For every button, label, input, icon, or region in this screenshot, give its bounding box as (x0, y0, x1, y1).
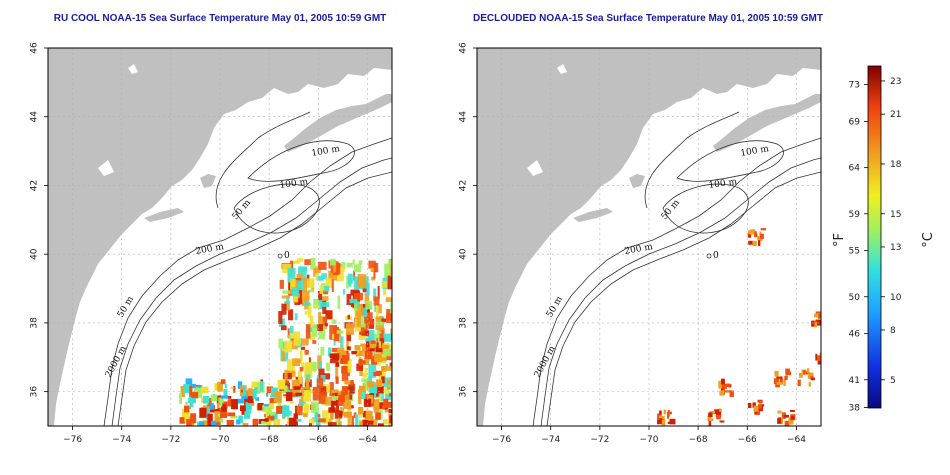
left-map-title: RU COOL NOAA-15 Sea Surface Temperature … (54, 13, 387, 24)
lat-tick-label: 38 (30, 317, 40, 329)
right-axis-ticks: −76 −74 −72 −70 −68 −66 −64 36 38 40 42 44 46 (459, 42, 807, 445)
lon-tick-label: −66 (309, 435, 328, 445)
fahrenheit-tick: 38 (849, 403, 861, 413)
lat-tick-label: 42 (459, 180, 469, 191)
lat-tick-label: 40 (30, 248, 40, 260)
celsius-tick: 5 (890, 376, 896, 386)
celsius-tick: 10 (890, 293, 902, 303)
contour-label: 200 m (195, 242, 225, 257)
lon-tick-label: −72 (590, 435, 609, 445)
lon-tick-label: −64 (358, 435, 377, 445)
celsius-tick: 23 (890, 77, 901, 87)
lon-tick-label: −68 (260, 435, 279, 445)
celsius-tick: 15 (890, 210, 901, 220)
temperature-colorbar: 73 69 64 59 55 50 46 41 38 23 21 18 15 13 10 8 5 °F °C (832, 65, 936, 413)
celsius-unit-label: °C (921, 232, 936, 248)
left-sst-pixels (48, 111, 392, 426)
fahrenheit-tick: 73 (849, 81, 860, 91)
lat-tick-label: 36 (30, 386, 40, 398)
lon-tick-label: −76 (492, 435, 511, 445)
contour-label: 100 m (740, 144, 770, 159)
left-map-panel: RU COOL NOAA-15 Sea Surface Temperature … (30, 13, 393, 445)
fahrenheit-tick: 50 (849, 293, 861, 303)
fahrenheit-unit-label: °F (832, 233, 847, 247)
lat-tick-label: 44 (30, 111, 40, 123)
lat-tick-label: 46 (30, 42, 40, 54)
fahrenheit-tick: 41 (849, 376, 860, 386)
lon-tick-label: −64 (787, 435, 806, 445)
contour-label: 100 m (311, 144, 341, 159)
lat-tick-label: 38 (459, 317, 469, 329)
fahrenheit-tick-labels: 73 69 64 59 55 50 46 41 38 (849, 81, 868, 413)
fahrenheit-tick: 46 (849, 330, 861, 340)
celsius-tick: 21 (890, 110, 901, 120)
celsius-tick: 13 (890, 243, 901, 253)
celsius-tick-labels: 23 21 18 15 13 10 8 5 (881, 77, 902, 386)
fahrenheit-tick: 55 (849, 247, 860, 257)
lon-tick-label: −66 (738, 435, 757, 445)
fahrenheit-tick: 64 (849, 164, 861, 174)
left-contours (103, 111, 392, 426)
lat-tick-label: 40 (459, 248, 469, 260)
right-map-title: DECLOUDED NOAA-15 Sea Surface Temperatur… (473, 13, 823, 24)
lon-tick-label: −72 (161, 435, 180, 445)
contour-label: 100 m (279, 177, 309, 191)
contour-label: 0 (284, 251, 290, 261)
colorbar-gradient (867, 65, 882, 409)
lat-tick-label: 42 (30, 180, 40, 191)
right-map-panel: DECLOUDED NOAA-15 Sea Surface Temperatur… (459, 13, 823, 445)
lon-tick-label: −74 (541, 435, 560, 445)
lon-tick-label: −68 (689, 435, 708, 445)
fahrenheit-tick: 59 (849, 210, 861, 220)
celsius-tick: 8 (890, 326, 896, 336)
lat-tick-label: 46 (459, 42, 469, 54)
right-contours (532, 111, 821, 426)
contour-label: 200 m (624, 242, 654, 257)
contour-label: 0 (713, 251, 719, 261)
contour-label: 100 m (708, 177, 738, 191)
left-land (48, 48, 392, 426)
fahrenheit-tick: 69 (849, 118, 861, 128)
left-axis-ticks: −76 −74 −72 −70 −68 −66 −64 36 38 40 42 44 46 (30, 42, 378, 445)
lat-tick-label: 44 (459, 111, 469, 123)
lon-tick-label: −70 (640, 435, 659, 445)
lon-tick-label: −76 (63, 435, 82, 445)
lat-tick-label: 36 (459, 386, 469, 398)
lon-tick-label: −70 (211, 435, 230, 445)
celsius-tick: 18 (890, 160, 902, 170)
lon-tick-label: −74 (112, 435, 131, 445)
right-land (477, 48, 821, 426)
